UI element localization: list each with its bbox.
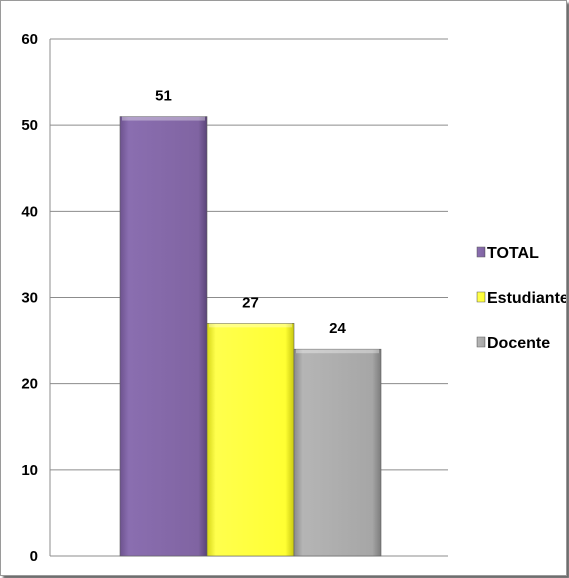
legend-swatch-estudiante: [476, 291, 486, 303]
bar-estudiante: [206, 323, 295, 557]
y-tick-label-20: 20: [21, 376, 38, 393]
y-axis: 0 10 20 30 40 50 60: [21, 31, 51, 565]
legend-label-docente: Docente: [487, 335, 550, 352]
data-label-docente: 24: [329, 320, 346, 337]
data-label-estudiante: 27: [242, 294, 259, 311]
data-labels: 51 27 24: [155, 88, 346, 338]
y-tick-label-60: 60: [21, 31, 38, 48]
y-tick-label-10: 10: [21, 462, 38, 479]
legend-label-total: TOTAL: [487, 245, 539, 262]
legend-swatch-total: [476, 246, 486, 258]
bar-total: [119, 116, 208, 557]
y-tick-label-40: 40: [21, 203, 38, 220]
legend-label-estudiante: Estudiante: [487, 290, 566, 307]
bars: [119, 116, 382, 557]
legend-swatch-docente: [476, 336, 486, 348]
bar-highlight-estudiante: [209, 323, 292, 328]
bar-docente: [293, 348, 382, 557]
bar-highlight-total: [122, 116, 205, 121]
data-label-total: 51: [155, 88, 172, 105]
bar-highlight-docente: [296, 349, 379, 354]
y-tick-label-50: 50: [21, 117, 38, 134]
legend: TOTAL Estudiante Docente: [476, 245, 566, 352]
y-tick-label-0: 0: [30, 548, 38, 565]
y-tick-label-30: 30: [21, 290, 38, 307]
